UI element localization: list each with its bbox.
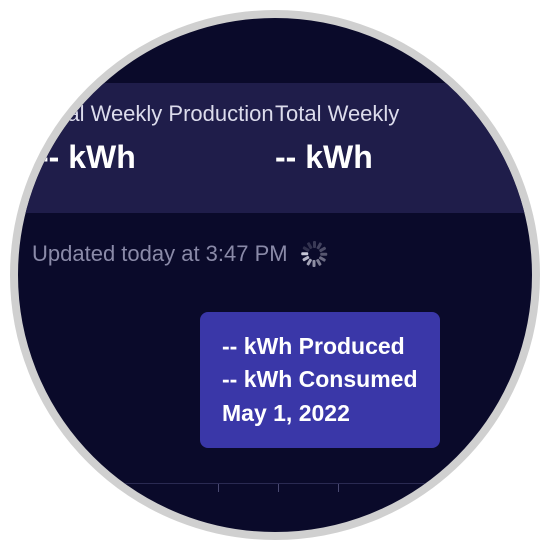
tooltip-consumed: -- kWh Consumed [222,363,418,396]
stats-panel: Total Weekly Production -- kWh Total Wee… [10,83,540,213]
consumption-value: -- kWh [275,139,512,176]
circular-frame: Total Weekly Production -- kWh Total Wee… [10,10,540,540]
axis-tick [338,484,339,492]
chart-tooltip: -- kWh Produced -- kWh Consumed May 1, 2… [200,312,440,448]
dashboard-content: Total Weekly Production -- kWh Total Wee… [18,18,532,532]
production-label: Total Weekly Production [38,101,275,127]
x-axis [58,483,492,484]
tooltip-date: May 1, 2022 [222,397,418,430]
axis-tick [218,484,219,492]
consumption-stat: Total Weekly -- kWh [275,101,512,195]
axis-tick [278,484,279,492]
production-value: -- kWh [38,139,275,176]
loading-spinner-icon [302,241,328,267]
tooltip-produced: -- kWh Produced [222,330,418,363]
production-stat: Total Weekly Production -- kWh [38,101,275,195]
updated-row: Updated today at 3:47 PM [18,241,532,267]
chart-area [18,472,532,532]
consumption-label: Total Weekly [275,101,512,127]
updated-text: Updated today at 3:47 PM [32,241,288,267]
